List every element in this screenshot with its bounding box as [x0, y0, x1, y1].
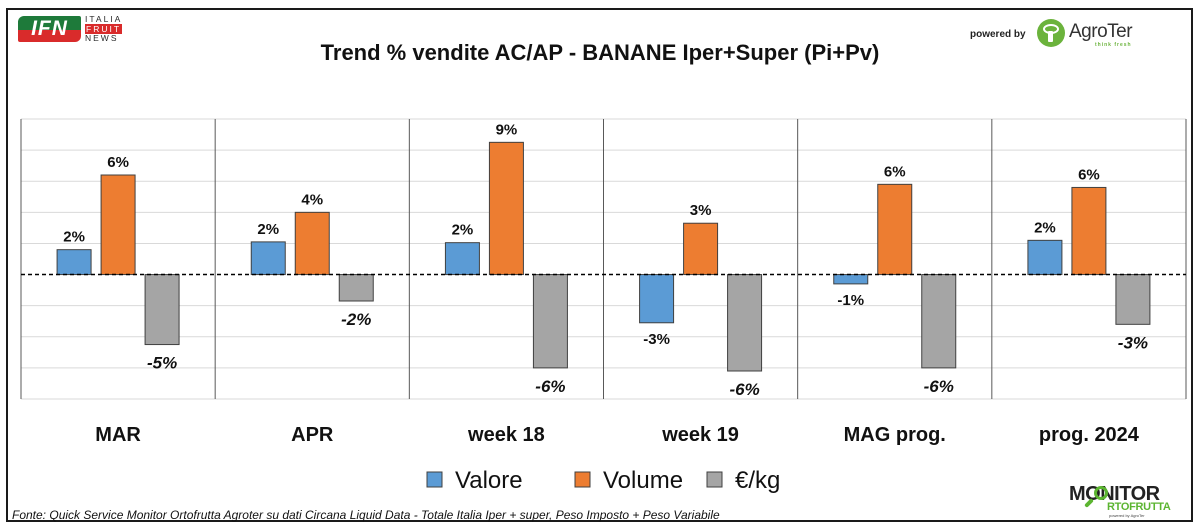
category-label: APR — [291, 424, 334, 446]
chart-title: Trend % vendite AC/AP - BANANE Iper+Supe… — [320, 40, 880, 65]
bar-volume — [683, 222, 719, 276]
bar-kg — [144, 274, 180, 346]
monitor-logo-line2: RTOFRUTTA — [1107, 501, 1171, 513]
bar-kg — [1115, 274, 1151, 325]
bar-valore — [639, 274, 675, 324]
monitor-logo-line3: powered by AgroTer — [1109, 513, 1145, 518]
value-label: -6% — [924, 377, 954, 396]
agroter-logo: AgroTer think fresh — [1037, 19, 1137, 49]
bar-volume — [1071, 186, 1107, 276]
value-label: 2% — [452, 222, 474, 239]
legend-swatch — [574, 471, 591, 488]
bar-valore — [250, 241, 286, 276]
chart-frame — [6, 8, 1193, 522]
bar-kg — [727, 274, 763, 372]
legend-swatch — [706, 471, 723, 488]
value-label: 2% — [1034, 219, 1056, 236]
value-label: 4% — [301, 191, 323, 208]
value-label: 6% — [1078, 166, 1100, 183]
category-label: prog. 2024 — [1039, 424, 1140, 446]
legend-swatch — [426, 471, 443, 488]
value-label: -2% — [341, 310, 371, 329]
value-label: 3% — [690, 202, 712, 219]
ifn-badge: IFN — [18, 16, 81, 42]
ifn-logo-line2: FRUIT — [85, 23, 123, 34]
value-label: 6% — [884, 163, 906, 180]
value-label: -6% — [729, 380, 759, 399]
legend-label: €/kg — [735, 467, 780, 494]
legend-label: Volume — [603, 467, 683, 494]
category-label: week 18 — [467, 424, 545, 446]
ifn-logo-words: ITALIA FRUIT NEWS — [85, 14, 123, 44]
legend-label: Valore — [455, 467, 523, 494]
value-label: -5% — [147, 354, 177, 373]
bar-kg — [921, 274, 957, 369]
italia-fruit-news-logo: IFN ITALIA FRUIT NEWS — [18, 14, 128, 44]
category-label: MAG prog. — [844, 424, 946, 446]
powered-by-label: powered by — [970, 29, 1026, 40]
magnifier-icon — [1094, 486, 1108, 500]
value-label: 2% — [63, 229, 85, 246]
bar-valore — [56, 249, 92, 276]
value-label: -6% — [535, 377, 565, 396]
ifn-logo-text: IFN — [31, 17, 68, 40]
bar-volume — [100, 174, 136, 276]
ifn-logo-line1: ITALIA — [85, 14, 123, 24]
value-label: -3% — [1118, 333, 1148, 352]
tree-icon — [1037, 19, 1065, 47]
agroter-logo-tagline: think fresh — [1095, 42, 1132, 48]
bar-volume — [294, 211, 330, 276]
bar-kg — [338, 274, 374, 302]
value-label: -3% — [643, 331, 670, 348]
category-label: MAR — [95, 424, 141, 446]
agroter-logo-name: AgroTer — [1069, 21, 1133, 42]
legend: Valore Volume €/kg — [426, 467, 780, 494]
value-label: 6% — [107, 154, 129, 171]
bar-valore — [1027, 239, 1063, 276]
category-label: week 19 — [661, 424, 739, 446]
bar-valore — [833, 274, 869, 285]
ifn-logo-line3: NEWS — [85, 33, 119, 43]
bar-volume — [877, 183, 913, 276]
monitor-ortofrutta-logo: MONITOR RTOFRUTTA powered by AgroTer — [1069, 483, 1187, 519]
value-label: 9% — [496, 121, 518, 138]
category-labels: MAR APR week 18 week 19 MAG prog. prog. 2024 — [95, 424, 1139, 446]
value-labels: 2% 2% 2% -3% -1% 2% 6% 4% 9% 3% 6% 6% -5% -2% -6% -6% -6… — [63, 121, 1148, 399]
bar-volume — [488, 141, 524, 276]
value-label: -1% — [837, 292, 864, 309]
value-label: 2% — [257, 221, 279, 238]
bar-kg — [532, 274, 568, 369]
group-dividers — [20, 119, 1187, 399]
bar-valore — [444, 242, 480, 276]
bars — [56, 141, 1151, 372]
source-note: Fonte: Quick Service Monitor Ortofrutta … — [12, 508, 720, 522]
